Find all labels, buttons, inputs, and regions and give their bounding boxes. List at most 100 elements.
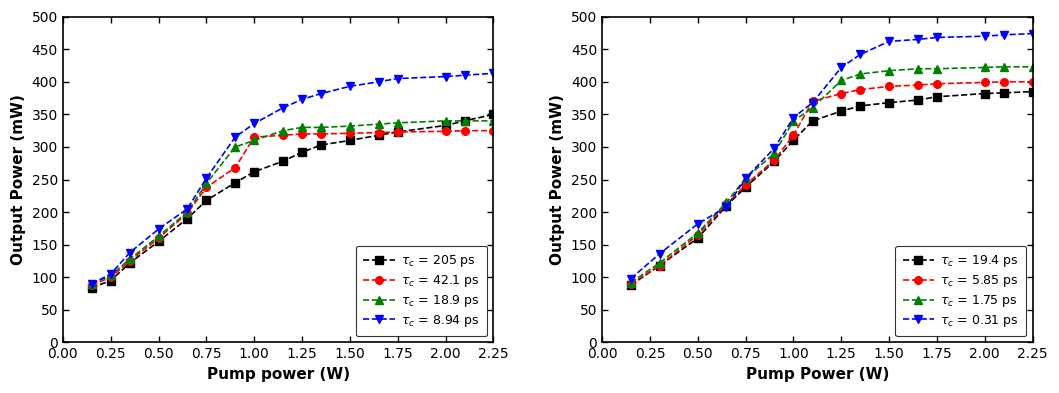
$\tau_c$ = 5.85 ps	[692, 233, 704, 237]
$\tau_c$ = 18.9 ps	[124, 257, 137, 261]
$\tau_c$ = 8.94 ps	[392, 76, 405, 81]
$\tau_c$ = 0.31 ps	[931, 35, 944, 40]
$\tau_c$ = 1.75 ps	[739, 176, 752, 181]
$\tau_c$ = 5.85 ps	[787, 133, 800, 138]
$\tau_c$ = 5.85 ps	[854, 87, 866, 92]
Line: $\tau_c$ = 8.94 ps: $\tau_c$ = 8.94 ps	[88, 70, 497, 288]
$\tau_c$ = 18.9 ps	[439, 119, 452, 123]
$\tau_c$ = 18.9 ps	[459, 119, 471, 123]
$\tau_c$ = 42.1 ps	[439, 129, 452, 134]
$\tau_c$ = 5.85 ps	[931, 81, 944, 86]
$\tau_c$ = 1.75 ps	[854, 72, 866, 76]
$\tau_c$ = 18.9 ps	[343, 124, 356, 129]
$\tau_c$ = 18.9 ps	[295, 125, 308, 130]
$\tau_c$ = 0.31 ps	[1026, 31, 1039, 36]
$\tau_c$ = 5.85 ps	[806, 99, 819, 104]
$\tau_c$ = 1.75 ps	[625, 280, 638, 285]
$\tau_c$ = 1.75 ps	[720, 200, 733, 205]
$\tau_c$ = 5.85 ps	[720, 202, 733, 207]
$\tau_c$ = 42.1 ps	[372, 130, 384, 135]
$\tau_c$ = 205 ps	[459, 119, 471, 123]
$\tau_c$ = 18.9 ps	[248, 138, 261, 143]
Line: $\tau_c$ = 205 ps: $\tau_c$ = 205 ps	[88, 110, 497, 292]
$\tau_c$ = 205 ps	[392, 130, 405, 134]
$\tau_c$ = 19.4 ps	[979, 91, 991, 96]
$\tau_c$ = 8.94 ps	[343, 84, 356, 89]
$\tau_c$ = 1.75 ps	[998, 64, 1010, 69]
$\tau_c$ = 0.31 ps	[834, 65, 847, 70]
$\tau_c$ = 1.75 ps	[883, 68, 896, 73]
$\tau_c$ = 0.31 ps	[854, 52, 866, 57]
$\tau_c$ = 1.75 ps	[912, 66, 925, 71]
$\tau_c$ = 8.94 ps	[124, 250, 137, 255]
$\tau_c$ = 0.31 ps	[653, 252, 666, 256]
$\tau_c$ = 18.9 ps	[487, 119, 500, 123]
$\tau_c$ = 5.85 ps	[653, 263, 666, 268]
$\tau_c$ = 42.1 ps	[315, 132, 327, 136]
$\tau_c$ = 1.75 ps	[787, 119, 800, 123]
$\tau_c$ = 205 ps	[315, 143, 327, 147]
$\tau_c$ = 5.85 ps	[739, 182, 752, 187]
$\tau_c$ = 205 ps	[181, 216, 194, 221]
$\tau_c$ = 1.75 ps	[768, 151, 780, 156]
$\tau_c$ = 0.31 ps	[692, 222, 704, 226]
$\tau_c$ = 0.31 ps	[806, 100, 819, 105]
$\tau_c$ = 19.4 ps	[692, 236, 704, 241]
$\tau_c$ = 19.4 ps	[998, 90, 1010, 95]
$\tau_c$ = 42.1 ps	[124, 259, 137, 263]
$\tau_c$ = 19.4 ps	[931, 94, 944, 99]
$\tau_c$ = 5.85 ps	[1026, 79, 1039, 84]
$\tau_c$ = 205 ps	[200, 198, 213, 203]
$\tau_c$ = 42.1 ps	[200, 185, 213, 190]
$\tau_c$ = 42.1 ps	[392, 130, 405, 134]
$\tau_c$ = 8.94 ps	[295, 97, 308, 102]
$\tau_c$ = 205 ps	[85, 285, 97, 290]
$\tau_c$ = 8.94 ps	[200, 176, 213, 181]
$\tau_c$ = 8.94 ps	[439, 74, 452, 79]
$\tau_c$ = 205 ps	[124, 261, 137, 265]
$\tau_c$ = 18.9 ps	[392, 121, 405, 125]
$\tau_c$ = 18.9 ps	[372, 122, 384, 127]
$\tau_c$ = 42.1 ps	[487, 128, 500, 133]
$\tau_c$ = 19.4 ps	[787, 138, 800, 143]
$\tau_c$ = 18.9 ps	[152, 234, 165, 239]
Line: $\tau_c$ = 18.9 ps: $\tau_c$ = 18.9 ps	[88, 117, 497, 288]
X-axis label: Pump Power (W): Pump Power (W)	[746, 367, 890, 382]
$\tau_c$ = 5.85 ps	[834, 91, 847, 96]
$\tau_c$ = 205 ps	[295, 150, 308, 154]
$\tau_c$ = 19.4 ps	[834, 109, 847, 114]
$\tau_c$ = 1.75 ps	[806, 105, 819, 110]
$\tau_c$ = 18.9 ps	[181, 210, 194, 215]
$\tau_c$ = 1.75 ps	[979, 65, 991, 70]
Legend: $\tau_c$ = 19.4 ps, $\tau_c$ = 5.85 ps, $\tau_c$ = 1.75 ps, $\tau_c$ = 0.31 ps: $\tau_c$ = 19.4 ps, $\tau_c$ = 5.85 ps, …	[895, 246, 1026, 336]
$\tau_c$ = 1.75 ps	[1026, 64, 1039, 69]
Line: $\tau_c$ = 5.85 ps: $\tau_c$ = 5.85 ps	[627, 78, 1037, 288]
$\tau_c$ = 42.1 ps	[105, 275, 118, 280]
$\tau_c$ = 1.75 ps	[653, 261, 666, 265]
$\tau_c$ = 205 ps	[105, 278, 118, 283]
$\tau_c$ = 8.94 ps	[487, 71, 500, 76]
$\tau_c$ = 205 ps	[248, 169, 261, 174]
$\tau_c$ = 8.94 ps	[152, 227, 165, 231]
$\tau_c$ = 0.31 ps	[787, 115, 800, 120]
$\tau_c$ = 18.9 ps	[85, 281, 97, 286]
$\tau_c$ = 42.1 ps	[85, 283, 97, 287]
$\tau_c$ = 19.4 ps	[854, 103, 866, 108]
$\tau_c$ = 5.85 ps	[625, 281, 638, 286]
$\tau_c$ = 19.4 ps	[883, 100, 896, 105]
Y-axis label: Output Power (mW): Output Power (mW)	[551, 94, 566, 265]
$\tau_c$ = 19.4 ps	[720, 203, 733, 208]
$\tau_c$ = 8.94 ps	[85, 281, 97, 286]
$\tau_c$ = 19.4 ps	[625, 283, 638, 287]
$\tau_c$ = 205 ps	[372, 133, 384, 138]
$\tau_c$ = 19.4 ps	[739, 185, 752, 190]
$\tau_c$ = 42.1 ps	[181, 211, 194, 216]
$\tau_c$ = 205 ps	[343, 138, 356, 143]
$\tau_c$ = 0.31 ps	[768, 146, 780, 151]
$\tau_c$ = 5.85 ps	[883, 84, 896, 89]
$\tau_c$ = 5.85 ps	[912, 83, 925, 87]
$\tau_c$ = 8.94 ps	[248, 121, 261, 126]
$\tau_c$ = 5.85 ps	[979, 80, 991, 85]
$\tau_c$ = 205 ps	[487, 112, 500, 117]
$\tau_c$ = 8.94 ps	[105, 272, 118, 276]
